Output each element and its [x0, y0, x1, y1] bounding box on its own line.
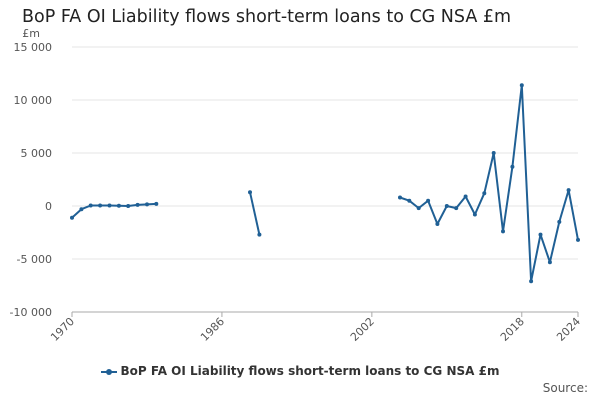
data-point	[135, 202, 140, 207]
legend: BoP FA OI Liability flows short-term loa…	[0, 364, 600, 378]
data-point	[557, 219, 562, 224]
data-point	[116, 203, 121, 208]
data-point	[248, 190, 252, 195]
data-point	[491, 151, 496, 155]
data-point	[407, 198, 412, 203]
data-point	[444, 204, 449, 208]
y-tick-label: 10 000	[14, 94, 53, 107]
legend-label: BoP FA OI Liability flows short-term loa…	[120, 364, 500, 378]
data-point	[435, 222, 440, 226]
data-point	[576, 237, 580, 242]
series-segment	[399, 84, 579, 283]
data-points	[70, 83, 580, 284]
data-point	[566, 188, 571, 193]
x-tick-label: 1970	[48, 315, 77, 344]
data-point	[529, 279, 534, 284]
data-point	[482, 191, 487, 196]
y-tick-label: 0	[45, 200, 52, 213]
data-point	[454, 206, 459, 211]
data-point	[463, 194, 468, 199]
data-point	[472, 212, 477, 217]
data-point	[519, 83, 524, 88]
y-tick-label: 15 000	[14, 41, 53, 54]
data-point	[98, 203, 103, 208]
series-segment	[249, 191, 261, 235]
data-point	[398, 195, 402, 200]
data-point	[154, 201, 159, 206]
data-point	[257, 232, 262, 237]
data-point	[538, 232, 543, 237]
legend-swatch	[100, 367, 117, 377]
series-segment	[71, 202, 157, 219]
y-tick-label: 5 000	[21, 147, 53, 160]
source-label: Source:	[542, 381, 588, 395]
x-tick-label: 2024	[554, 315, 583, 344]
x-tick-label: 1986	[198, 315, 227, 344]
x-tick-label: 2018	[498, 315, 527, 344]
x-ticks: 1970 1986 2002 2018 2024	[48, 312, 583, 344]
data-point	[510, 164, 515, 169]
y-tick-label: -5 000	[17, 253, 52, 266]
data-point	[501, 229, 505, 234]
series-line	[71, 84, 579, 283]
x-tick-label: 2002	[348, 315, 377, 344]
y-axis-label: £m	[22, 27, 40, 40]
data-point	[547, 260, 552, 265]
y-tick-labels: 15 000 10 000 5 000 0 -5 000 -10 000	[10, 41, 52, 319]
data-point	[426, 198, 431, 203]
data-point	[70, 215, 74, 220]
y-tick-label: -10 000	[10, 306, 52, 319]
data-point	[88, 203, 93, 208]
data-point	[126, 204, 131, 208]
data-point	[79, 207, 84, 212]
chart-title: BoP FA OI Liability flows short-term loa…	[22, 7, 512, 27]
data-point	[107, 203, 112, 208]
data-point	[416, 206, 421, 211]
data-point	[145, 202, 149, 207]
